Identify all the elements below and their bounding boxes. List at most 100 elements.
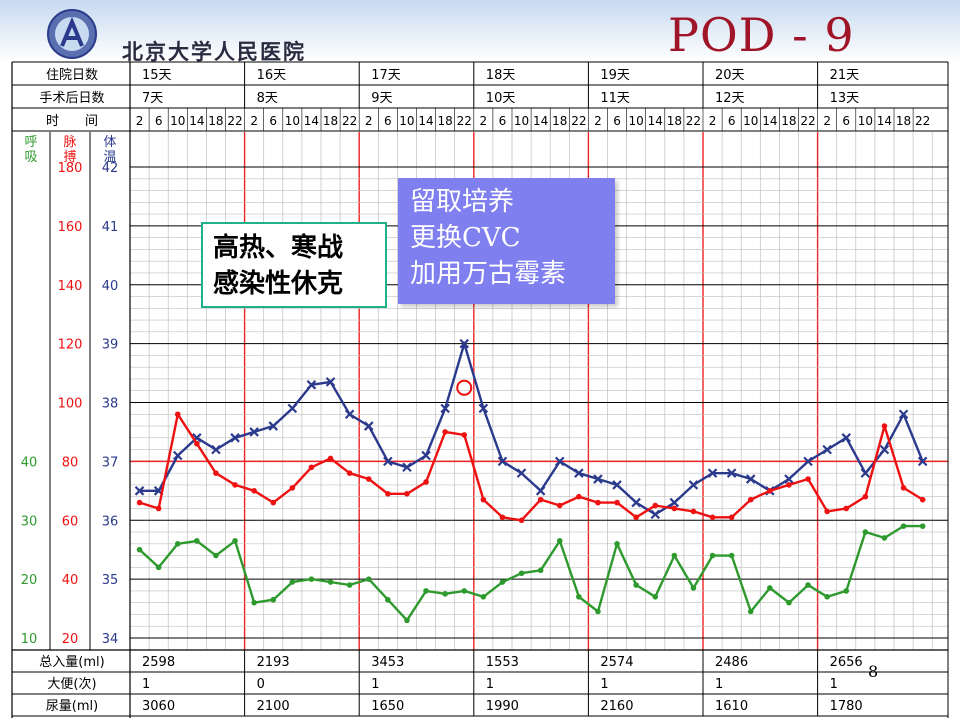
pulse-tick-label: 20 bbox=[62, 632, 79, 647]
pulse-point bbox=[671, 505, 678, 512]
pulse-series-line bbox=[139, 413, 924, 522]
respiration-point bbox=[919, 523, 926, 529]
annotation-line: 留取培养 bbox=[410, 187, 515, 217]
temperature-point-stroke bbox=[402, 462, 412, 473]
footer-row-value: 2486 bbox=[715, 655, 748, 670]
temperature-point bbox=[249, 427, 259, 437]
hospital-name: 北京大学人民医院 bbox=[122, 40, 306, 64]
pulse-point bbox=[155, 505, 162, 512]
time-tick-label: 10 bbox=[285, 114, 300, 128]
pulse-tick-label: 40 bbox=[62, 573, 79, 588]
pulse-point bbox=[690, 508, 697, 515]
respiration-point bbox=[709, 552, 716, 559]
temperature-point-stroke bbox=[631, 497, 641, 508]
respiration-point bbox=[442, 591, 448, 597]
pulse-point bbox=[480, 496, 487, 503]
time-row-label: 时 间 bbox=[46, 114, 98, 129]
temperature-point-stroke bbox=[784, 474, 794, 484]
pulse-point bbox=[213, 470, 219, 476]
temperature-point bbox=[784, 474, 794, 484]
respiration-point bbox=[595, 608, 601, 615]
time-tick-label: 10 bbox=[743, 114, 758, 128]
time-tick-label: 18 bbox=[552, 114, 567, 128]
time-tick-label: 2 bbox=[136, 114, 144, 128]
time-tick-label: 18 bbox=[667, 114, 682, 128]
temperature-point bbox=[402, 462, 412, 473]
pulse-tick-label: 140 bbox=[58, 279, 83, 294]
temperature-point-stroke bbox=[707, 468, 718, 478]
time-tick-label: 2 bbox=[823, 114, 831, 128]
time-tick-label: 22 bbox=[227, 114, 242, 128]
respiration-point bbox=[423, 588, 429, 594]
respiration-point bbox=[270, 596, 277, 603]
temperature-point bbox=[363, 421, 374, 431]
respiration-point bbox=[652, 593, 659, 600]
temperature-tick-label: 38 bbox=[102, 397, 119, 412]
axis-title-char: 温 bbox=[103, 150, 116, 165]
pulse-point bbox=[576, 493, 582, 500]
footer-row-label: 大便(次) bbox=[47, 676, 96, 692]
respiration-point bbox=[537, 567, 544, 574]
time-tick-label: 2 bbox=[709, 114, 717, 128]
footer-row-value: 2598 bbox=[142, 655, 175, 670]
pulse-point bbox=[461, 432, 468, 438]
time-tick-label: 14 bbox=[762, 114, 777, 128]
temperature-point bbox=[707, 468, 718, 478]
temperature-point-stroke bbox=[325, 377, 336, 387]
respiration-point bbox=[614, 541, 620, 547]
temperature-point bbox=[459, 338, 470, 349]
temperature-point-stroke bbox=[898, 409, 909, 420]
respiration-point bbox=[633, 582, 639, 588]
temperature-point-stroke bbox=[440, 403, 450, 414]
respiration-point bbox=[461, 588, 468, 594]
time-tick-label: 6 bbox=[842, 114, 850, 128]
header-row-value: 11天 bbox=[600, 91, 630, 106]
pulse-point bbox=[862, 493, 869, 500]
temperature-point-stroke bbox=[879, 444, 890, 455]
footer-row-value: 2100 bbox=[257, 699, 290, 714]
respiration-point bbox=[346, 582, 353, 588]
header-row-value: 16天 bbox=[257, 68, 287, 83]
respiration-point bbox=[786, 599, 792, 606]
temperature-point bbox=[287, 403, 298, 414]
temperature-point bbox=[841, 433, 852, 443]
pulse-point bbox=[843, 505, 850, 512]
footer-row-value: 1553 bbox=[486, 655, 519, 670]
pulse-point bbox=[251, 488, 257, 494]
temperature-point bbox=[421, 450, 431, 461]
temperature-point-stroke bbox=[344, 409, 355, 420]
time-tick-label: 14 bbox=[533, 114, 548, 128]
header-row-value: 13天 bbox=[830, 91, 860, 106]
header-row-value: 19天 bbox=[600, 68, 630, 83]
temperature-point-stroke bbox=[230, 433, 240, 443]
respiration-point bbox=[480, 593, 487, 600]
fever-peak-marker bbox=[456, 379, 473, 396]
temperature-point-stroke bbox=[841, 433, 852, 443]
temperature-point-stroke bbox=[669, 497, 680, 508]
time-tick-label: 2 bbox=[365, 114, 373, 128]
temperature-point-stroke bbox=[497, 456, 508, 467]
respiration-tick-label: 10 bbox=[21, 632, 38, 647]
time-tick-label: 18 bbox=[208, 114, 223, 128]
time-tick-label: 10 bbox=[170, 114, 185, 128]
temperature-point-stroke bbox=[554, 456, 565, 467]
temperature-point-stroke bbox=[650, 509, 661, 520]
time-tick-label: 14 bbox=[418, 114, 433, 128]
pulse-point bbox=[767, 488, 773, 494]
pulse-point bbox=[919, 496, 926, 503]
hospital-logo bbox=[47, 9, 97, 59]
pulse-point bbox=[805, 476, 811, 482]
footer-row-value: 2193 bbox=[257, 655, 290, 670]
pulse-point bbox=[442, 429, 448, 435]
page-number: 8 bbox=[868, 662, 879, 681]
header-row-value: 9天 bbox=[371, 91, 392, 106]
temperature-point bbox=[650, 509, 661, 520]
respiration-point bbox=[862, 529, 869, 535]
pulse-tick-label: 180 bbox=[58, 161, 83, 176]
time-tick-label: 6 bbox=[155, 114, 163, 128]
time-tick-label: 14 bbox=[304, 114, 319, 128]
footer-row-value: 1 bbox=[486, 677, 494, 692]
axis-title-char: 脉 bbox=[63, 135, 76, 150]
